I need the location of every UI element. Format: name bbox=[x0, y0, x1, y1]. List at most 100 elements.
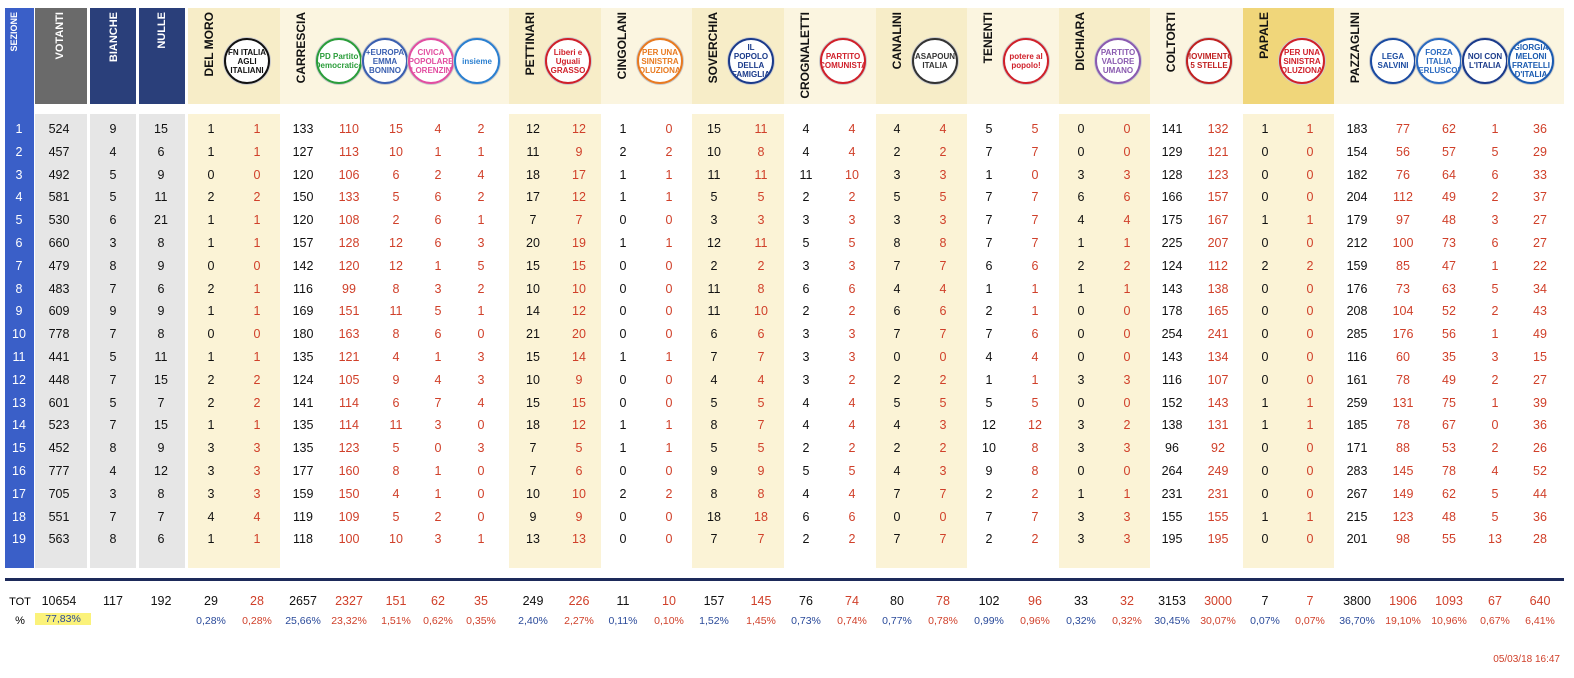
table-cell: 143 bbox=[1161, 350, 1183, 364]
table-cell: 0 bbox=[253, 258, 261, 273]
table-cell: 207 bbox=[1207, 236, 1229, 250]
table-cell: 11 bbox=[389, 304, 403, 319]
table-cell: 2 bbox=[253, 372, 261, 387]
votanti-header: VOTANTI bbox=[54, 12, 66, 60]
table-cell: 0 bbox=[1077, 122, 1085, 136]
nulle-body-bg bbox=[139, 114, 185, 568]
table-cell: 176 bbox=[1346, 281, 1368, 296]
table-cell: 7 bbox=[757, 350, 765, 364]
table-cell: 8 bbox=[157, 486, 165, 501]
table-cell: 3 bbox=[109, 486, 117, 501]
percent-value: 0,62% bbox=[423, 615, 453, 627]
table-cell: 6 bbox=[1123, 190, 1131, 205]
table-cell: 9 bbox=[157, 167, 165, 182]
table-cell: 0 bbox=[665, 327, 673, 342]
table-cell: 138 bbox=[1161, 418, 1183, 433]
table-cell: 104 bbox=[1392, 304, 1414, 319]
table-cell: 5 bbox=[893, 395, 901, 410]
table-cell: 6 bbox=[939, 304, 947, 319]
table-cell: 2 bbox=[802, 304, 810, 319]
table-cell: 201 bbox=[1346, 532, 1368, 547]
table-cell: 7 bbox=[985, 509, 993, 524]
table-cell: 0 bbox=[619, 304, 627, 319]
section-number: 2 bbox=[15, 144, 23, 159]
table-cell: 4 bbox=[893, 418, 901, 433]
candidate-name: PETTINARI bbox=[523, 12, 537, 76]
table-cell: 98 bbox=[1396, 532, 1410, 547]
percent-value: 0,78% bbox=[928, 615, 958, 627]
table-cell: 2 bbox=[1491, 441, 1499, 456]
table-cell: 3 bbox=[939, 418, 947, 433]
party-logo-icon: CIVICA POPOLARE LORENZIN bbox=[408, 38, 454, 84]
table-cell: 9 bbox=[529, 509, 537, 524]
table-cell: 10 bbox=[526, 486, 540, 501]
table-cell: 5 bbox=[392, 190, 400, 205]
table-cell: 1 bbox=[1077, 236, 1085, 250]
table-cell: 7 bbox=[109, 372, 117, 387]
table-cell: 2 bbox=[434, 509, 442, 524]
table-cell: 0 bbox=[1261, 372, 1269, 387]
table-cell: 7 bbox=[109, 418, 117, 433]
table-cell: 18 bbox=[707, 509, 721, 524]
table-cell: 6 bbox=[802, 509, 810, 524]
table-cell: 56 bbox=[1442, 327, 1456, 342]
table-cell: 85 bbox=[1396, 258, 1410, 273]
table-cell: 1 bbox=[665, 418, 673, 433]
table-cell: 8 bbox=[710, 486, 718, 501]
table-cell: 204 bbox=[1346, 190, 1368, 205]
table-cell: 105 bbox=[338, 372, 360, 387]
section-number: 3 bbox=[15, 167, 23, 182]
table-cell: 15 bbox=[572, 395, 586, 410]
table-cell: 12 bbox=[526, 122, 540, 136]
table-cell: 11 bbox=[707, 167, 721, 182]
table-cell: 249 bbox=[1207, 464, 1229, 478]
table-cell: 0 bbox=[253, 327, 261, 342]
table-cell: 1 bbox=[1306, 509, 1314, 524]
table-cell: 7 bbox=[893, 486, 901, 501]
table-cell: 660 bbox=[48, 236, 70, 250]
table-cell: 9 bbox=[109, 122, 117, 136]
table-cell: 96 bbox=[1165, 441, 1179, 456]
table-cell: 88 bbox=[1396, 441, 1410, 456]
party-logo-icon: PD Partito Democratico bbox=[316, 38, 362, 84]
table-cell: 0 bbox=[1123, 327, 1131, 342]
table-cell: 7 bbox=[985, 327, 993, 342]
total-value: 28 bbox=[250, 594, 264, 608]
section-number: 8 bbox=[15, 281, 23, 296]
table-cell: 2 bbox=[939, 144, 947, 159]
table-cell: 3 bbox=[109, 236, 117, 250]
table-cell: 7 bbox=[1031, 190, 1039, 205]
total-value: 10 bbox=[662, 594, 676, 608]
table-cell: 27 bbox=[1533, 236, 1547, 250]
table-cell: 178 bbox=[1161, 304, 1183, 319]
table-cell: 56 bbox=[1396, 144, 1410, 159]
table-cell: 3 bbox=[848, 258, 856, 273]
table-cell: 0 bbox=[1261, 464, 1269, 478]
table-cell: 6 bbox=[434, 190, 442, 205]
candidate-name: CROGNALETTI bbox=[798, 12, 812, 99]
percent-value: 0,10% bbox=[654, 615, 684, 627]
table-cell: 1 bbox=[477, 213, 485, 228]
table-cell: 78 bbox=[1396, 372, 1410, 387]
table-cell: 6 bbox=[575, 464, 583, 478]
table-cell: 0 bbox=[619, 395, 627, 410]
table-cell: 1 bbox=[207, 418, 215, 433]
table-cell: 0 bbox=[665, 122, 673, 136]
total-value: 102 bbox=[978, 594, 1000, 608]
table-cell: 3 bbox=[893, 213, 901, 228]
percent-value: 2,27% bbox=[564, 615, 594, 627]
table-cell: 5 bbox=[848, 236, 856, 250]
table-cell: 0 bbox=[477, 418, 485, 433]
table-cell: 285 bbox=[1346, 327, 1368, 342]
table-cell: 114 bbox=[339, 395, 359, 410]
percent-value: 0,35% bbox=[466, 615, 496, 627]
table-cell: 2 bbox=[893, 144, 901, 159]
table-cell: 1 bbox=[1123, 281, 1131, 296]
table-cell: 44 bbox=[1533, 486, 1547, 501]
table-cell: 2 bbox=[1123, 418, 1131, 433]
percent-value: 0,11% bbox=[608, 615, 638, 627]
candidate-body-bg bbox=[601, 114, 692, 568]
table-cell: 5 bbox=[109, 167, 117, 182]
table-cell: 138 bbox=[1207, 281, 1229, 296]
table-cell: 12 bbox=[572, 304, 586, 319]
